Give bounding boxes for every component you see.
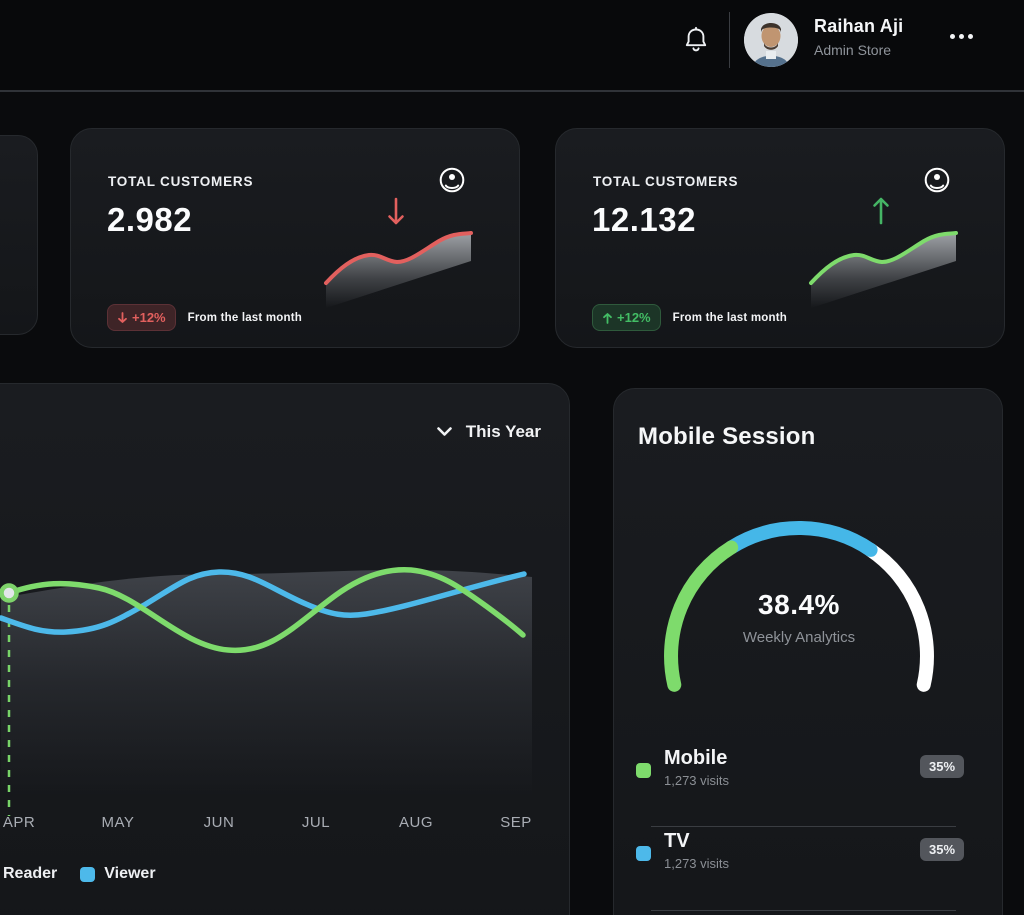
bell-icon[interactable] (683, 25, 709, 55)
marker-dot (0, 583, 19, 603)
badge-note: From the last month (187, 311, 302, 324)
item-visits: 1,273 visits (664, 856, 730, 871)
gauge-segment-tv (724, 521, 878, 557)
sparkline-up (809, 197, 958, 308)
series-viewer-line (0, 569, 527, 635)
ellipsis-icon[interactable] (950, 34, 973, 39)
stat-title: TOTAL CUSTOMERS (108, 174, 254, 189)
arrow-down-icon (388, 197, 404, 225)
year-filter-dropdown[interactable]: This Year (436, 422, 541, 442)
trend-badge: +12% (107, 304, 176, 331)
x-axis-labels: APR MAY JUN JUL AUG SEP (0, 814, 571, 834)
item-visits: 1,273 visits (664, 773, 730, 788)
arrow-up-icon (873, 197, 889, 225)
topbar-divider (729, 12, 730, 68)
item-label: Mobile (664, 747, 728, 769)
badge-note: From the last month (672, 311, 787, 324)
arrow-down-icon (118, 311, 127, 323)
x-tick: SEP (500, 814, 532, 831)
chevron-down-icon (436, 427, 452, 436)
line-chart-card: This Year APR MAY JUN JUL AUG SEP Reader… (0, 383, 570, 915)
chart-area-fill (1, 570, 532, 821)
row-divider (651, 826, 956, 827)
user-circle-icon (924, 167, 950, 193)
user-name: Raihan Aji (814, 16, 904, 36)
item-label: TV (664, 830, 690, 852)
stat-card-customers-up: TOTAL CUSTOMERS 12.132 (555, 128, 1005, 348)
x-tick: JUL (301, 814, 331, 831)
badge-value: +12% (132, 310, 166, 325)
legend-item-reader[interactable]: Reader (0, 865, 57, 883)
filter-label: This Year (465, 422, 541, 441)
arrow-up-icon (603, 312, 612, 324)
legend-label: Reader (3, 865, 58, 882)
x-tick: APR (2, 814, 36, 831)
stat-value: 12.132 (592, 201, 696, 238)
gauge-value: 38.4% (758, 589, 840, 620)
stat-card-customers-down: TOTAL CUSTOMERS 2.982 (70, 128, 520, 348)
mobile-swatch (636, 763, 651, 778)
x-tick: JUN (203, 814, 235, 831)
viewer-swatch (80, 866, 96, 882)
x-tick: AUG (398, 814, 434, 831)
avatar-portrait (744, 13, 798, 67)
sparkline-down (324, 197, 473, 308)
card-title: Mobile Session (638, 423, 816, 450)
legend-label: Viewer (104, 865, 156, 882)
stat-value: 2.982 (107, 201, 193, 238)
line-chart (0, 566, 532, 821)
mobile-session-card: Mobile Session 38.4% Weekly Analytics Mo… (613, 388, 1003, 915)
share-badge: 35% (920, 755, 965, 778)
series-reader-line (6, 566, 526, 654)
topbar: Raihan Aji Admin Store (0, 0, 1024, 90)
stat-title: TOTAL CUSTOMERS (593, 174, 739, 189)
list-item-mobile: Mobile 1,273 visits 35% (614, 747, 1004, 819)
avatar[interactable] (744, 13, 798, 67)
legend-item-viewer[interactable]: Viewer (80, 865, 156, 883)
share-badge: 35% (920, 838, 965, 861)
badge-value: +12% (617, 310, 651, 325)
stat-card-partial (0, 135, 38, 335)
list-item-tv: TV 1,273 visits 35% (614, 830, 1004, 902)
user-role: Admin Store (814, 42, 892, 58)
tv-swatch (636, 846, 651, 861)
trend-badge: +12% (592, 304, 661, 331)
user-circle-icon (439, 167, 465, 193)
row-divider (651, 910, 956, 911)
x-tick: MAY (101, 814, 135, 831)
chart-legend: Reader Viewer (0, 865, 156, 883)
gauge-label: Weekly Analytics (742, 629, 856, 646)
topbar-separator (0, 90, 1024, 92)
